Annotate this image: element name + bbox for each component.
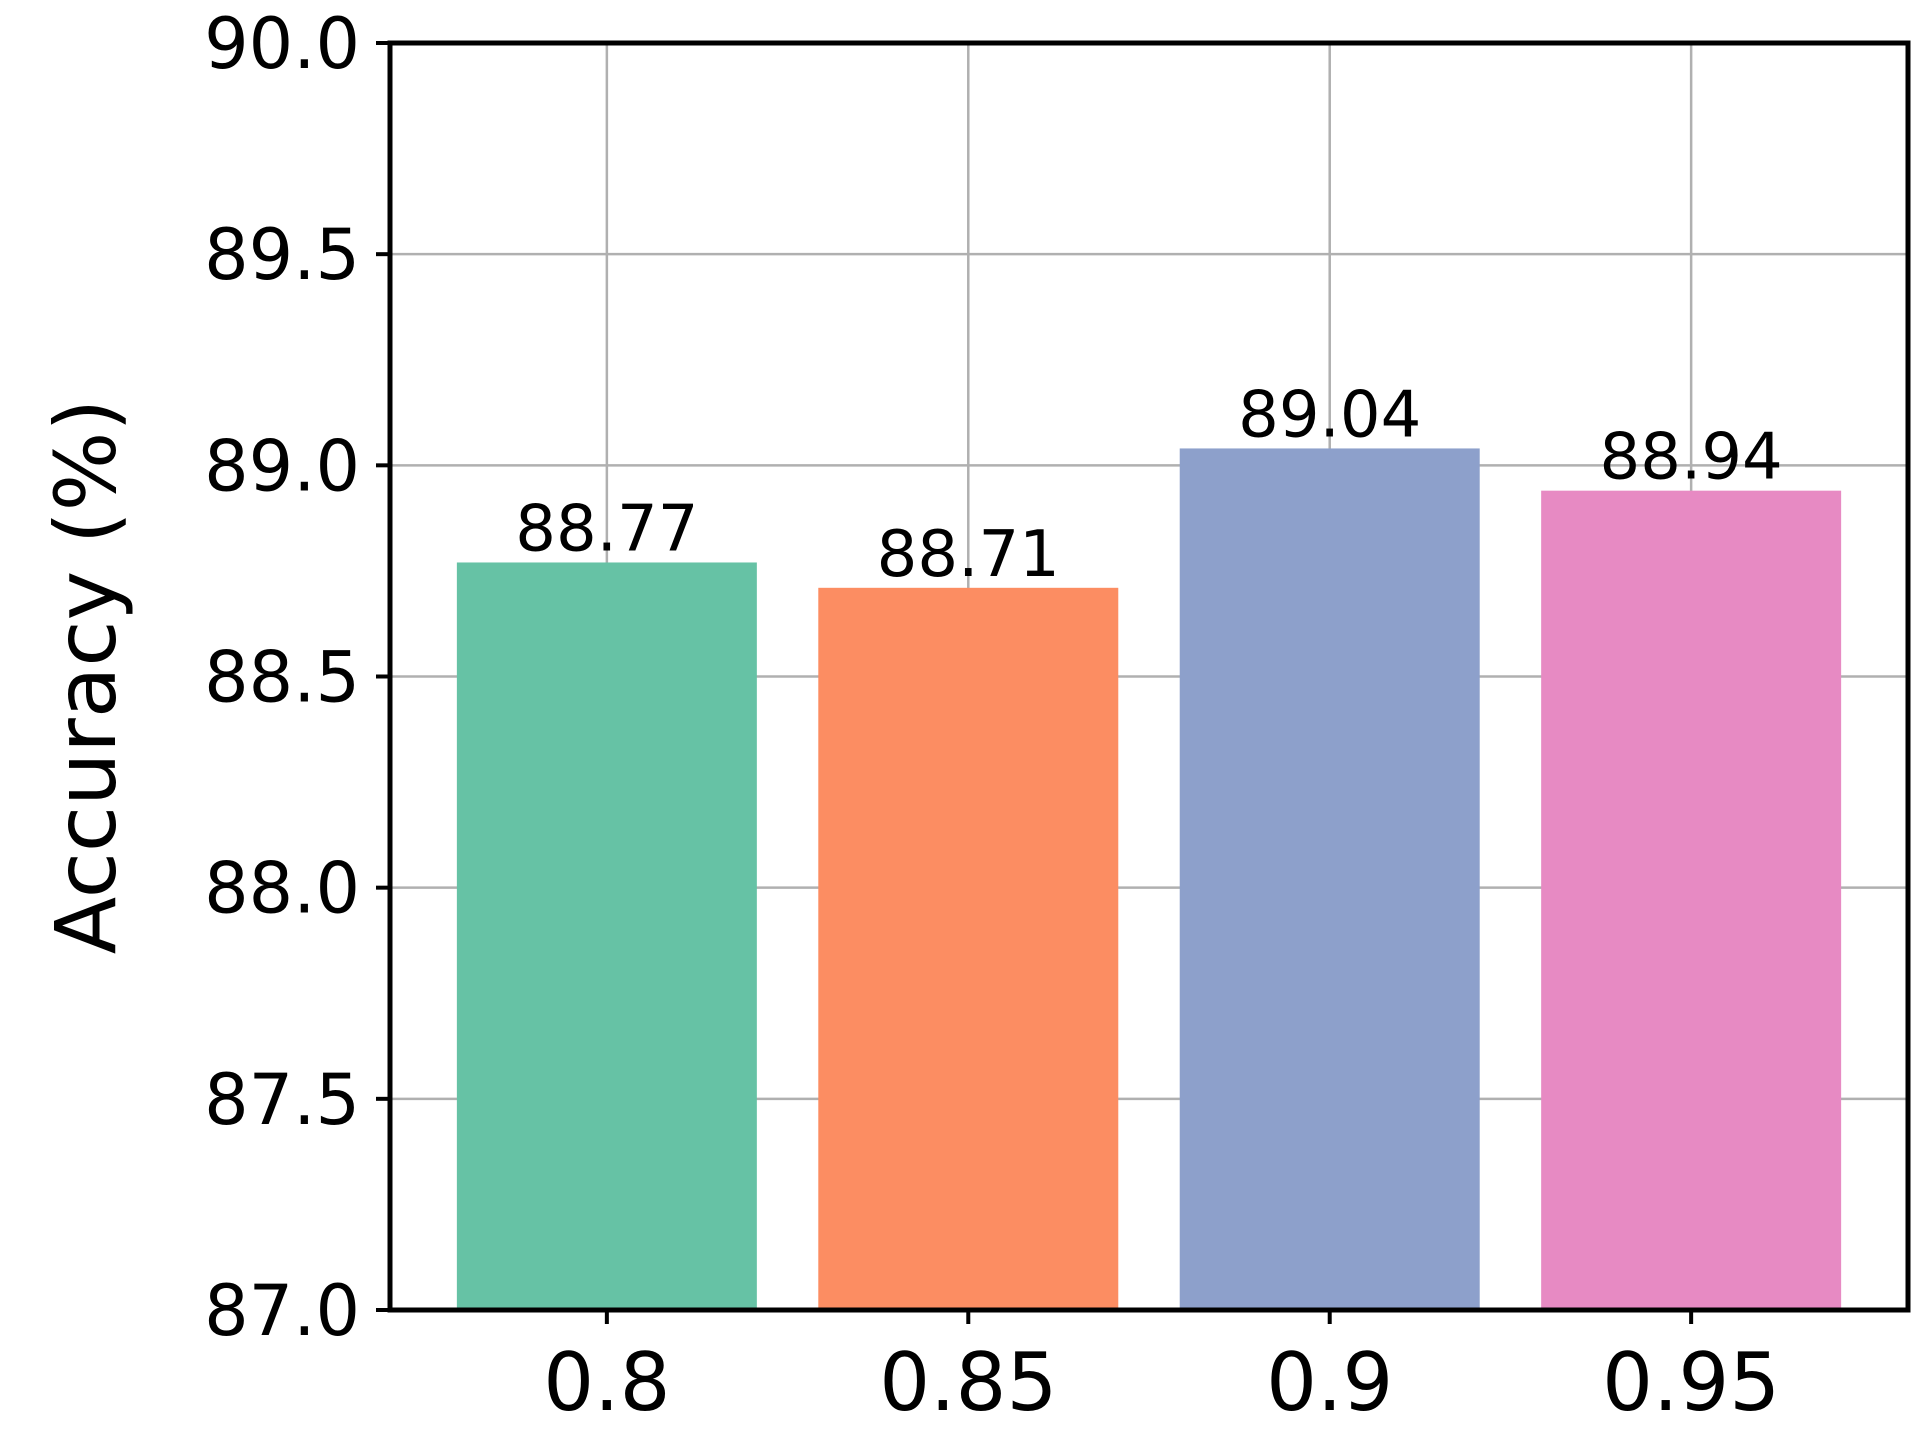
bar-value-label: 88.77	[515, 492, 698, 566]
y-tick-label: 88.0	[204, 848, 360, 930]
bar	[1541, 490, 1842, 1310]
x-axis-ticks: 0.8 0.85 0.9 0.95	[543, 1310, 1780, 1429]
y-axis-ticks: 87.0 87.5 88.0 88.5 89.0 89.5 90.0	[204, 3, 390, 1352]
y-tick-label: 90.0	[204, 3, 360, 85]
y-tick-label: 89.0	[204, 425, 360, 507]
y-tick-label: 87.5	[204, 1059, 360, 1141]
bar-value-label: 88.94	[1600, 421, 1783, 495]
x-tick-label: 0.8	[543, 1336, 670, 1429]
y-tick-label: 87.0	[204, 1270, 360, 1352]
x-tick-label: 0.95	[1602, 1336, 1780, 1429]
y-tick-label: 88.5	[204, 637, 360, 719]
x-tick-label: 0.85	[879, 1336, 1057, 1429]
y-axis-label: Accuracy (%)	[37, 399, 135, 955]
bars	[456, 448, 1842, 1310]
x-tick-label: 0.9	[1266, 1336, 1393, 1429]
bar-value-label: 89.04	[1238, 378, 1421, 452]
y-tick-label: 89.5	[204, 214, 360, 296]
bar	[456, 562, 757, 1310]
bar-value-labels: 88.77 88.71 89.04 88.94	[515, 378, 1783, 591]
bar	[1179, 448, 1480, 1310]
bar-value-label: 88.71	[877, 518, 1060, 592]
bar	[818, 587, 1119, 1310]
